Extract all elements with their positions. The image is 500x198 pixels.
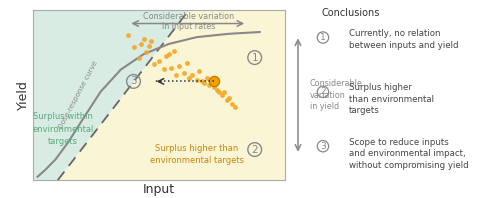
Point [210, 80, 218, 83]
Point [137, 42, 145, 46]
Text: 2: 2 [252, 145, 258, 154]
Point [155, 59, 163, 63]
Point [192, 78, 200, 81]
Point [195, 70, 203, 73]
Text: 1: 1 [320, 33, 326, 42]
Point [218, 93, 226, 97]
Text: 2: 2 [320, 87, 326, 96]
Point [206, 83, 214, 86]
Text: Considerable variation
in input rates: Considerable variation in input rates [144, 12, 234, 31]
Text: Surplus higher
than environmental
targets: Surplus higher than environmental target… [348, 84, 434, 115]
Point [160, 68, 168, 71]
Point [172, 73, 180, 76]
Point [142, 51, 150, 54]
Point [162, 54, 170, 57]
Point [130, 46, 138, 49]
Point [208, 80, 216, 83]
Point [180, 71, 188, 74]
Point [230, 105, 238, 109]
Text: Surplus within
environmental
targets: Surplus within environmental targets [32, 112, 94, 146]
Point [150, 63, 158, 66]
Point [200, 82, 208, 85]
Point [210, 85, 218, 88]
Text: Dose-response curve: Dose-response curve [58, 60, 98, 130]
Text: 3: 3 [130, 76, 137, 86]
Point [168, 66, 175, 69]
Text: Surplus higher than
environmental targets: Surplus higher than environmental target… [150, 144, 244, 165]
Text: 1: 1 [252, 53, 258, 63]
Point [216, 90, 224, 93]
Text: Conclusions: Conclusions [321, 8, 380, 18]
Polygon shape [32, 10, 189, 180]
Point [202, 76, 210, 80]
Point [213, 88, 221, 91]
Point [124, 34, 132, 37]
Polygon shape [58, 10, 285, 180]
Text: Currently, no relation
between inputs and yield: Currently, no relation between inputs an… [348, 29, 458, 50]
X-axis label: Input: Input [142, 183, 175, 196]
Point [140, 37, 147, 40]
Point [185, 76, 193, 80]
Point [226, 97, 234, 100]
Point [165, 53, 173, 56]
Text: Scope to reduce inputs
and environmental impact,
without compromising yield: Scope to reduce inputs and environmental… [348, 138, 468, 170]
Point [188, 73, 196, 76]
Text: 3: 3 [320, 142, 326, 151]
Point [147, 39, 155, 42]
Point [175, 65, 183, 68]
Point [223, 99, 231, 102]
Text: Considerable
variation
in yield: Considerable variation in yield [310, 79, 363, 111]
Point [182, 61, 190, 64]
Point [228, 102, 236, 105]
Y-axis label: Yield: Yield [16, 80, 30, 110]
Point [198, 80, 205, 83]
Point [134, 56, 142, 59]
Point [170, 49, 178, 52]
Point [220, 90, 228, 93]
Point [144, 44, 152, 47]
